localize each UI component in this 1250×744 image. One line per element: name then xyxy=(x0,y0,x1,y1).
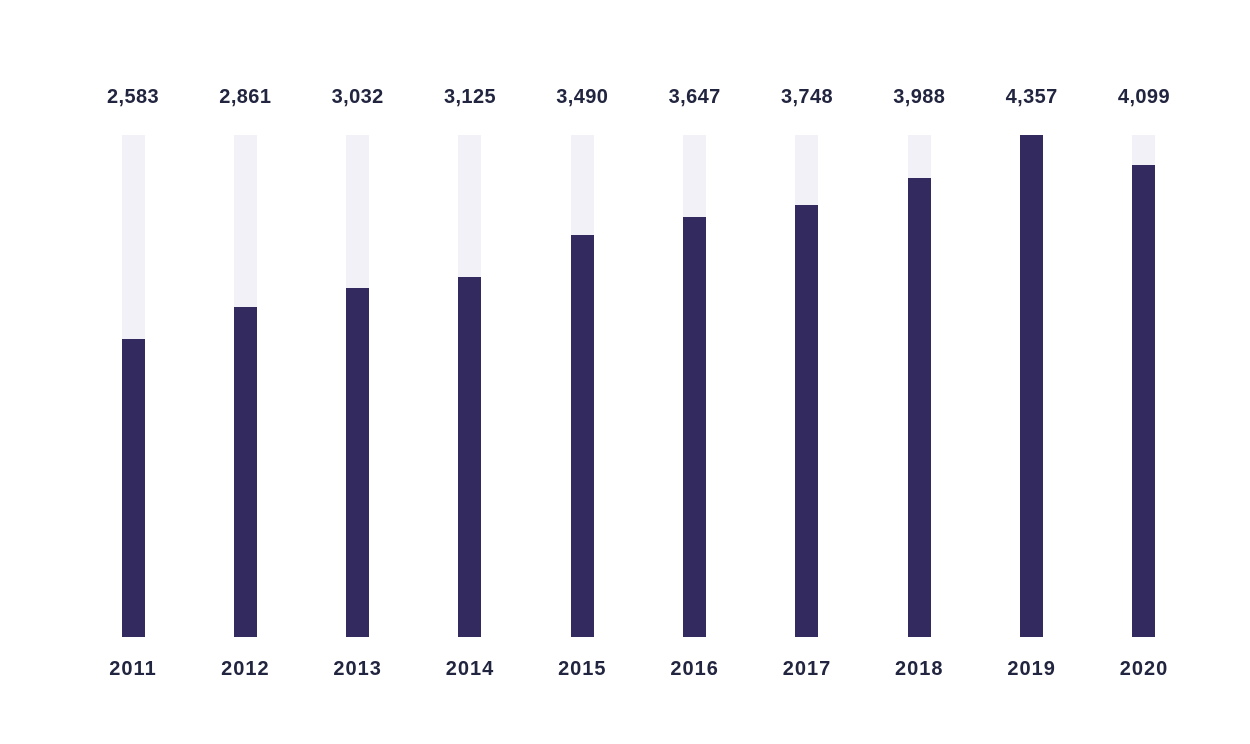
bar-column: 4,357 2019 xyxy=(991,84,1073,682)
bar-track xyxy=(795,135,819,637)
bar-track xyxy=(570,135,594,637)
x-axis-label: 2020 xyxy=(1119,658,1169,680)
value-label: 3,647 xyxy=(668,86,721,108)
bar-fill xyxy=(1132,164,1156,637)
value-label: 3,490 xyxy=(556,86,609,108)
x-axis-label: 2014 xyxy=(445,658,495,680)
bar-column: 3,125 2014 xyxy=(429,84,511,682)
value-label: 4,099 xyxy=(1117,86,1170,108)
bar-fill xyxy=(458,276,482,637)
x-axis-label: 2019 xyxy=(1007,658,1056,680)
bar-column: 3,647 2016 xyxy=(654,84,736,682)
value-label: 3,988 xyxy=(893,86,946,108)
x-axis-label: 2015 xyxy=(558,658,607,680)
bar-fill xyxy=(121,339,145,637)
bar-track xyxy=(458,135,482,637)
bar-fill xyxy=(346,287,370,637)
x-axis-label: 2018 xyxy=(895,658,944,680)
bar-column: 2,861 2012 xyxy=(204,84,286,682)
bar-fill xyxy=(683,216,707,637)
bar-track xyxy=(1020,135,1044,637)
bar-track xyxy=(346,135,370,637)
value-label: 3,748 xyxy=(780,86,833,108)
bar-column: 3,988 2018 xyxy=(878,84,960,682)
bar-chart: 2,583 2011 2,861 2012 3,032 2013 3,125 2… xyxy=(92,84,1185,682)
x-axis-label: 2012 xyxy=(221,658,270,680)
bar-fill xyxy=(233,307,257,637)
bar-fill xyxy=(795,205,819,637)
bar-fill xyxy=(907,177,931,637)
bar-track xyxy=(233,135,257,637)
bar-fill xyxy=(1020,135,1044,637)
bar-fill xyxy=(570,234,594,637)
bar-track xyxy=(1132,135,1156,637)
bar-column: 3,748 2017 xyxy=(766,84,848,682)
value-label: 3,032 xyxy=(331,86,384,108)
bar-track xyxy=(907,135,931,637)
bar-column: 4,099 2020 xyxy=(1103,84,1185,682)
bar-track xyxy=(683,135,707,637)
x-axis-label: 2016 xyxy=(670,658,719,680)
value-label: 4,357 xyxy=(1005,86,1058,108)
x-axis-label: 2017 xyxy=(782,658,832,680)
value-label: 3,125 xyxy=(443,86,497,108)
bar-column: 3,490 2015 xyxy=(541,84,623,682)
bar-column: 2,583 2011 xyxy=(92,84,174,682)
value-label: 2,583 xyxy=(106,86,160,108)
bar-column: 3,032 2013 xyxy=(317,84,399,682)
bar-track xyxy=(121,135,145,637)
value-label: 2,861 xyxy=(219,86,272,108)
x-axis-label: 2011 xyxy=(109,658,157,680)
x-axis-label: 2013 xyxy=(333,658,382,680)
